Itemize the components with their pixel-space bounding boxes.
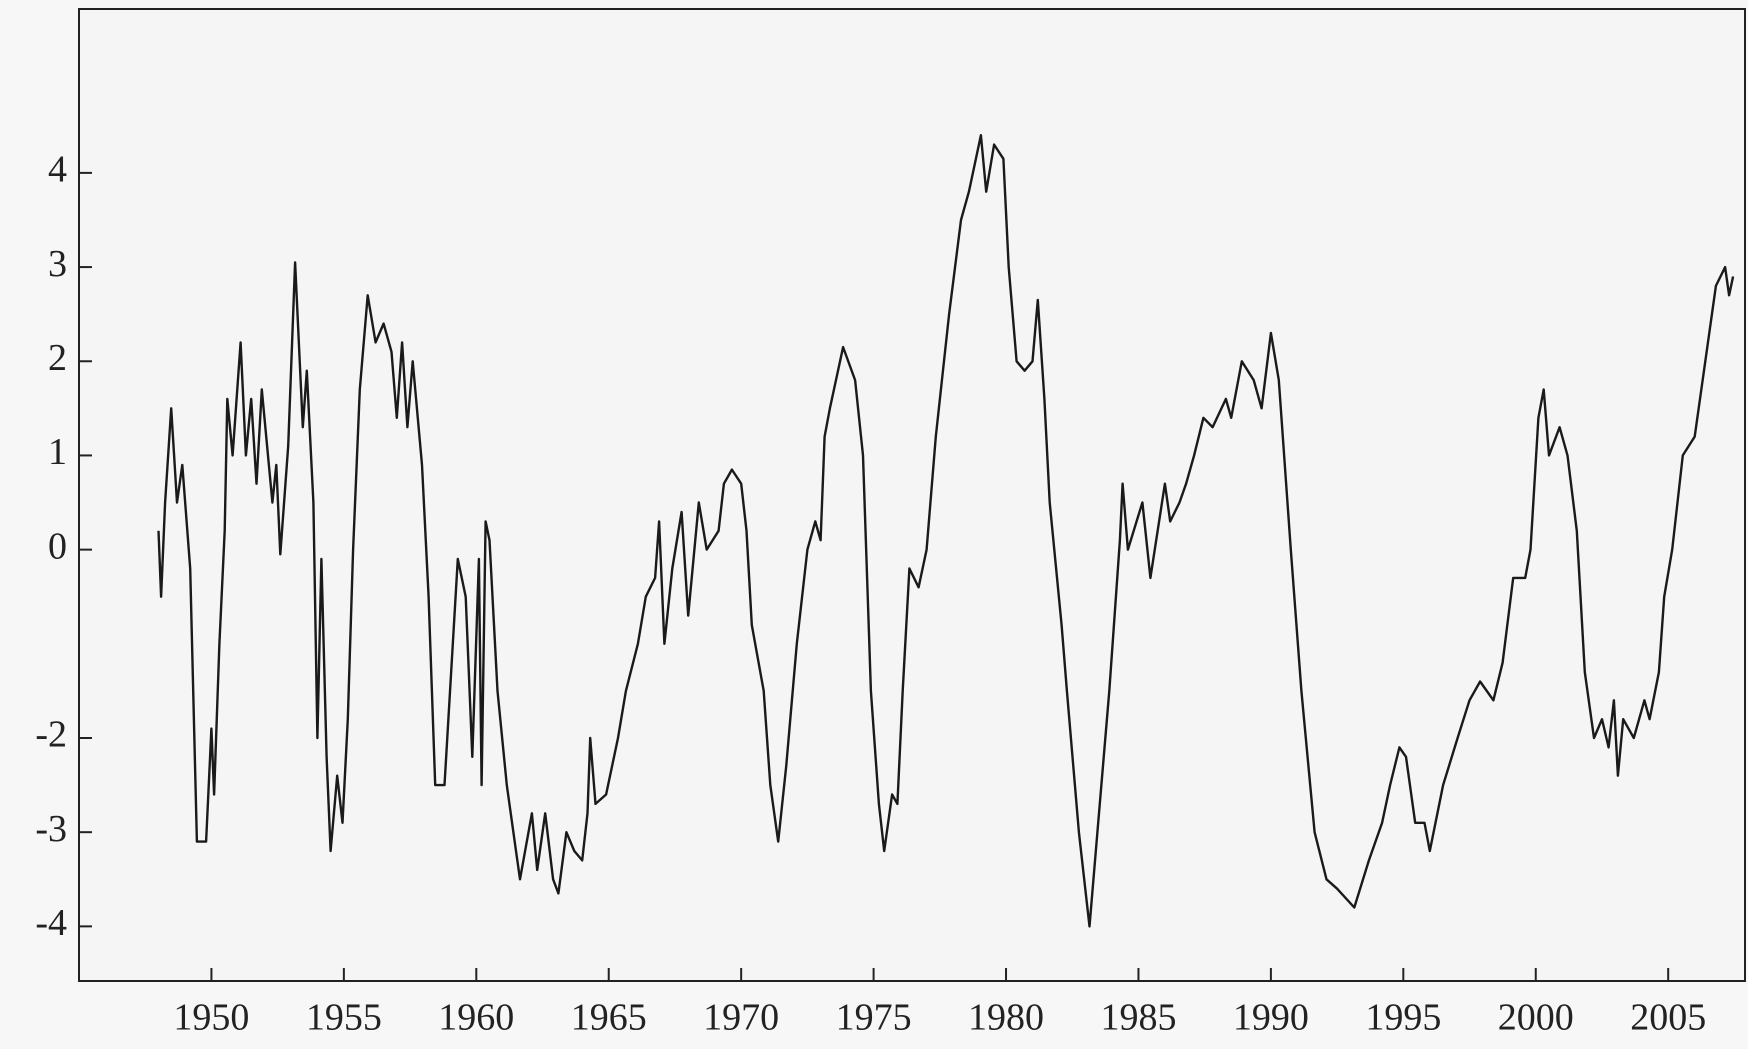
y-tick-label: 4: [48, 149, 67, 191]
y-tick-label: -3: [35, 808, 67, 850]
x-tick-label: 1960: [438, 997, 514, 1039]
x-tick-label: 1985: [1100, 997, 1176, 1039]
y-tick-label: -4: [35, 902, 67, 944]
y-tick-label: -2: [35, 714, 67, 756]
x-tick-label: 1970: [703, 997, 779, 1039]
x-tick-label: 1980: [968, 997, 1044, 1039]
x-tick-label: 1950: [173, 997, 249, 1039]
x-tick-label: 2005: [1630, 997, 1706, 1039]
y-tick-label: 1: [48, 431, 67, 473]
y-tick-label: 2: [48, 337, 67, 379]
y-tick-label: 0: [48, 525, 67, 567]
x-tick-label: 1955: [306, 997, 382, 1039]
x-tick-label: 1965: [571, 997, 647, 1039]
data-line: [157, 134, 1735, 928]
plot-frame: [78, 8, 1746, 982]
x-tick-label: 1990: [1233, 997, 1309, 1039]
x-tick-label: 1975: [836, 997, 912, 1039]
x-tick-label: 2000: [1498, 997, 1574, 1039]
y-tick-label: 3: [48, 243, 67, 285]
x-tick-label: 1995: [1365, 997, 1441, 1039]
